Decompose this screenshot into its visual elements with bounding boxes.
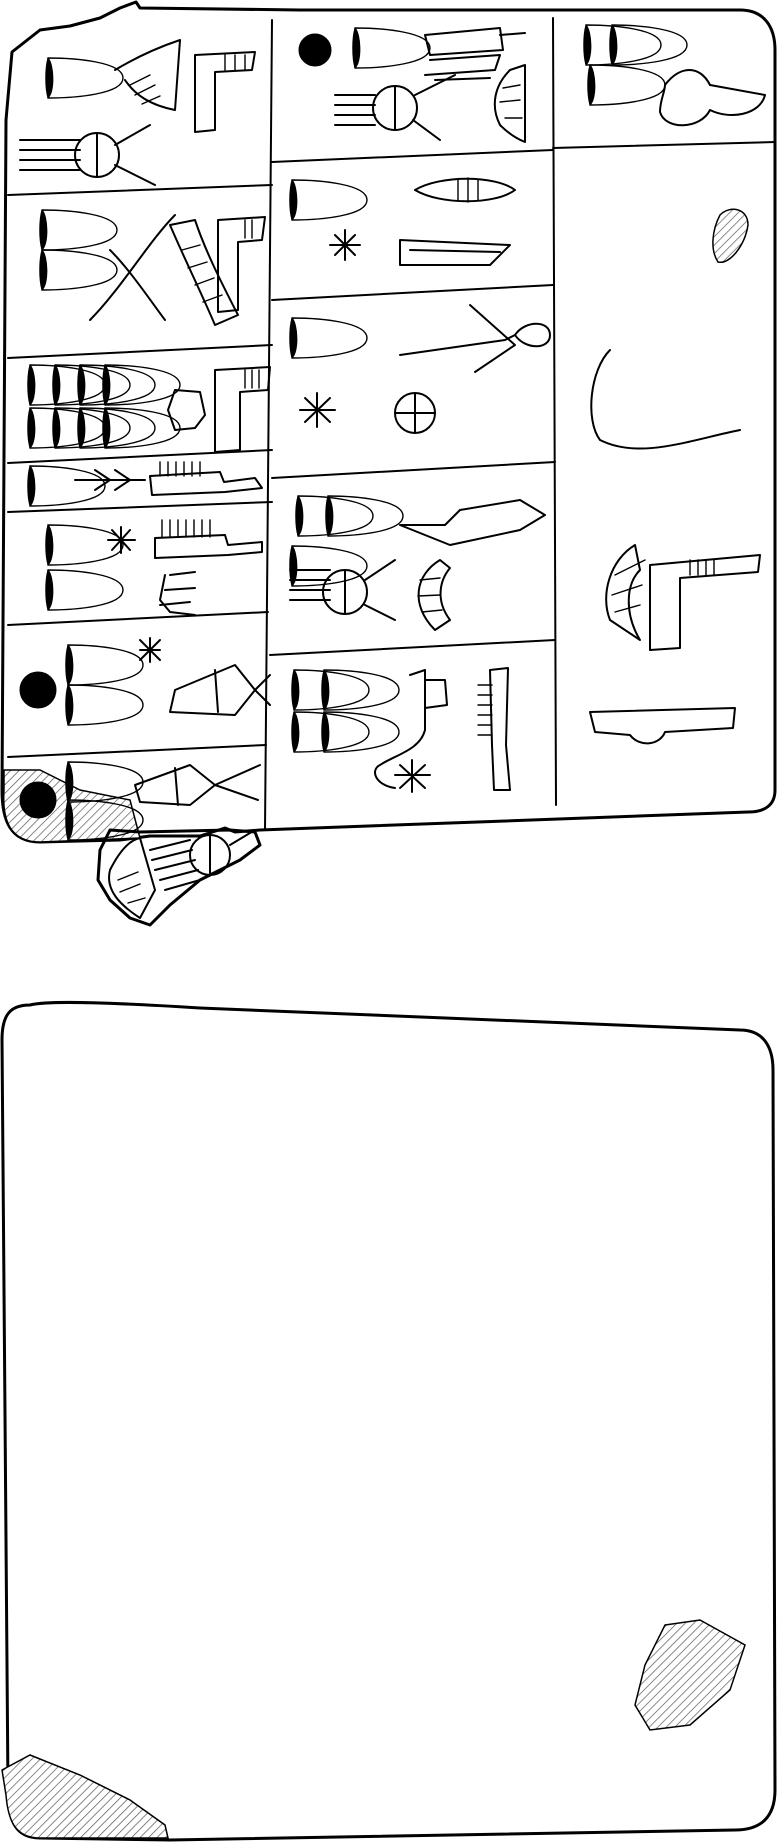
reverse-outline: [0, 1000, 777, 1842]
reverse-face: [0, 1000, 777, 1842]
col2-case5-signs: [291, 667, 511, 793]
reverse-damage-bottom-left: [1, 1754, 169, 1839]
obverse-chip-fragment: [96, 828, 262, 927]
col2-case3-signs: [289, 304, 551, 434]
col2-case2-signs: [289, 177, 516, 266]
col1-case2-signs: [39, 209, 266, 326]
col1-case1-signs: [19, 39, 256, 186]
col2-case4-signs: [289, 495, 546, 631]
col2-case1-signs: [298, 27, 526, 143]
col1-case7-signs: [19, 761, 261, 841]
reverse-damage-right: [634, 1619, 746, 1731]
col3-signs: [583, 24, 766, 745]
column-3-case-line: [552, 141, 776, 149]
obverse-face: [0, 0, 777, 927]
column-divider-1: [264, 19, 273, 831]
col1-case4-signs: [27, 461, 263, 507]
col1-case5-signs: [45, 519, 263, 616]
col1-case6-signs: [19, 637, 271, 726]
col3-damage-spot: [712, 208, 749, 263]
col1-case3-signs: [27, 364, 271, 453]
column-2-case-lines: [269, 149, 556, 656]
column-1-case-lines: [7, 184, 273, 758]
column-divider-2: [552, 17, 557, 806]
chip-signs: [108, 829, 256, 919]
